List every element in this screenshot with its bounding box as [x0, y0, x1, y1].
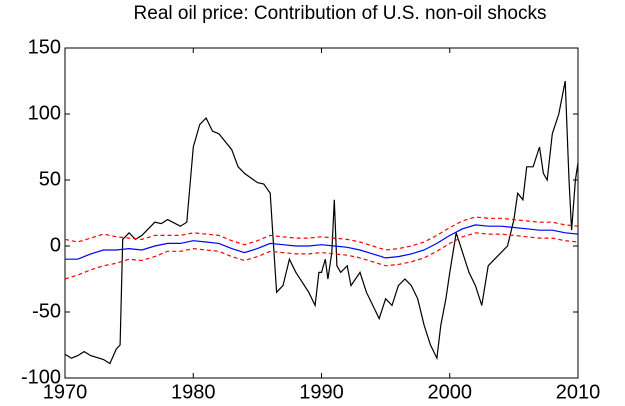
y-tick-label: 50 [39, 168, 61, 190]
series-line [64, 216, 579, 251]
y-tick-label: -100 [21, 366, 61, 388]
plot-frame [64, 47, 579, 379]
series-line [65, 224, 579, 260]
x-tick-label: 2000 [428, 381, 473, 403]
x-tick-label: 2010 [556, 381, 601, 403]
x-tick-label: 1980 [171, 381, 216, 403]
y-tick-label: -50 [32, 300, 61, 322]
y-tick-label: 0 [50, 234, 61, 256]
x-tick-label: 1970 [43, 381, 88, 403]
y-tick-label: 100 [28, 102, 61, 124]
series-line [64, 232, 579, 280]
chart-title: Real oil price: Contribution of U.S. non… [134, 3, 547, 24]
y-tick-label: 150 [28, 36, 61, 58]
series-line [64, 80, 579, 365]
x-tick-label: 1990 [299, 381, 344, 403]
